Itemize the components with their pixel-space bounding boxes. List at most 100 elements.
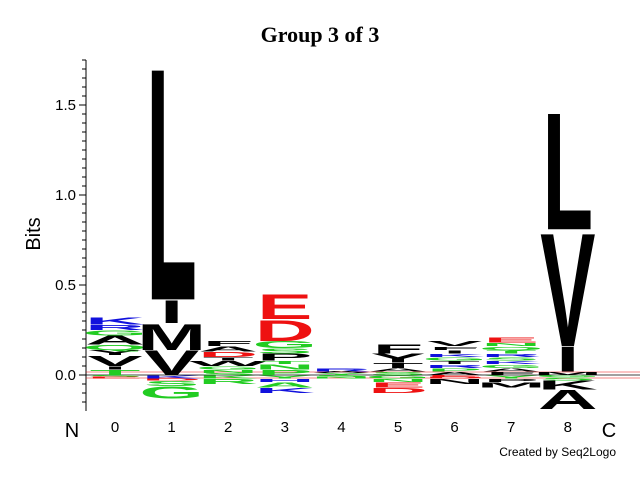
logo-letter-r: R — [311, 367, 371, 373]
logo-letter-l: L — [146, 0, 197, 371]
logo-letter-m: M — [477, 381, 546, 389]
logo-letter-a: A — [311, 371, 371, 374]
logo-letter-s: S — [144, 379, 199, 387]
credit-text: Created by Seq2Logo — [499, 445, 616, 459]
logo-letter-v: V — [87, 352, 143, 369]
x-tick-label: 8 — [564, 419, 572, 436]
logo-letter-p: P — [484, 378, 539, 384]
logo-letter-m: M — [533, 371, 602, 377]
chart-title: Group 3 of 3 — [261, 22, 380, 47]
logo-letter-r: R — [481, 353, 541, 359]
logo-letter-t: T — [259, 360, 310, 366]
logo-letter-d: D — [142, 378, 202, 381]
logo-letter-s: S — [484, 356, 539, 362]
logo-letter-a: A — [481, 367, 541, 373]
x-tick-label: 4 — [337, 419, 345, 436]
logo-letter-y: Y — [314, 373, 369, 376]
logo-letter-i: I — [160, 294, 183, 330]
logo-letter-a: A — [198, 345, 258, 353]
logo-letter-s: S — [314, 375, 369, 378]
logo-letter-n: N — [425, 377, 485, 385]
logo-letter-g: G — [253, 339, 317, 350]
logo-letter-a: A — [368, 367, 428, 373]
logo-letter-r: R — [425, 363, 485, 369]
logo-letter-d: D — [198, 350, 258, 358]
logo-letter-g: G — [83, 329, 147, 337]
y-tick-label: 1.5 — [55, 97, 76, 114]
logo-letter-r: R — [85, 323, 145, 331]
logo-letter-k: K — [538, 378, 598, 392]
logo-letter-p: P — [257, 368, 312, 376]
x-tick-label: 7 — [507, 419, 515, 436]
logo-letter-e: E — [87, 376, 142, 379]
logo-letter-g: G — [479, 363, 543, 369]
n-terminus-label: N — [65, 420, 79, 442]
logo-letter-v: V — [427, 340, 482, 348]
logo-letter-f: F — [429, 345, 480, 351]
logo-letter-w: W — [189, 359, 268, 367]
y-axis: 0.0 0.5 1.0 1.5 — [55, 59, 87, 411]
logo-letter-g: G — [536, 375, 600, 378]
logo-letter-v: V — [540, 200, 595, 381]
logo-letter-k: K — [85, 316, 145, 327]
logo-letter-g: G — [139, 383, 203, 403]
logo-letter-f: F — [203, 340, 254, 348]
logo-letter-f: F — [486, 371, 537, 377]
x-axis: 0 1 2 3 4 5 6 7 8 — [111, 419, 572, 436]
logo-letter-e: E — [370, 381, 425, 389]
logo-letter-n: N — [311, 376, 371, 379]
logo-letter-d: D — [255, 314, 315, 347]
logo-letter-k: K — [198, 374, 258, 380]
y-tick-label: 0.0 — [55, 367, 76, 384]
logo-letter-e: E — [484, 336, 539, 344]
logo-letter-a: A — [255, 381, 315, 389]
logo-letter-n: N — [255, 363, 315, 371]
logo-letter-q: Q — [479, 345, 543, 351]
logo-letter-n: N — [198, 369, 258, 375]
logo-letter-k: K — [255, 386, 315, 394]
logo-letter-e: E — [427, 375, 482, 378]
logo-letter-y: Y — [370, 351, 425, 365]
logo-letter-k: K — [425, 353, 485, 359]
logo-letter-n: N — [368, 378, 428, 384]
y-tick-label: 0.5 — [55, 277, 76, 294]
logo-letter-q: Q — [83, 343, 147, 351]
logo-letter-h: H — [255, 378, 315, 384]
logo-letter-f: F — [373, 342, 424, 356]
logo-letter-a: A — [538, 385, 598, 416]
logo-letter-y: Y — [257, 374, 312, 380]
logo-letter-i: I — [103, 365, 126, 371]
logo-letter-d: D — [368, 386, 428, 394]
x-tick-label: 0 — [111, 419, 119, 436]
logo-letter-v: V — [144, 344, 199, 383]
logo-letter-a: A — [85, 333, 145, 347]
x-tick-label: 5 — [394, 419, 402, 436]
baseline — [86, 371, 640, 379]
logo-letter-a: A — [425, 371, 485, 377]
logo-letter-r: R — [198, 377, 258, 385]
logo-letter-e: E — [257, 288, 312, 327]
logo-letter-k: K — [481, 360, 541, 366]
logo-letter-i: I — [556, 340, 579, 379]
logo-letter-i: I — [443, 349, 466, 355]
logo-letter-t: T — [373, 361, 424, 369]
logo-letter-y: Y — [484, 374, 539, 380]
logo-letter-y: Y — [87, 349, 142, 357]
logo-letter-s: S — [201, 373, 256, 376]
logo-letter-g: G — [366, 374, 430, 380]
logo-letter-s: S — [257, 347, 312, 355]
c-terminus-label: C — [602, 420, 616, 442]
logo-letter-m: M — [137, 316, 206, 358]
y-tick-label: 1.0 — [55, 187, 76, 204]
